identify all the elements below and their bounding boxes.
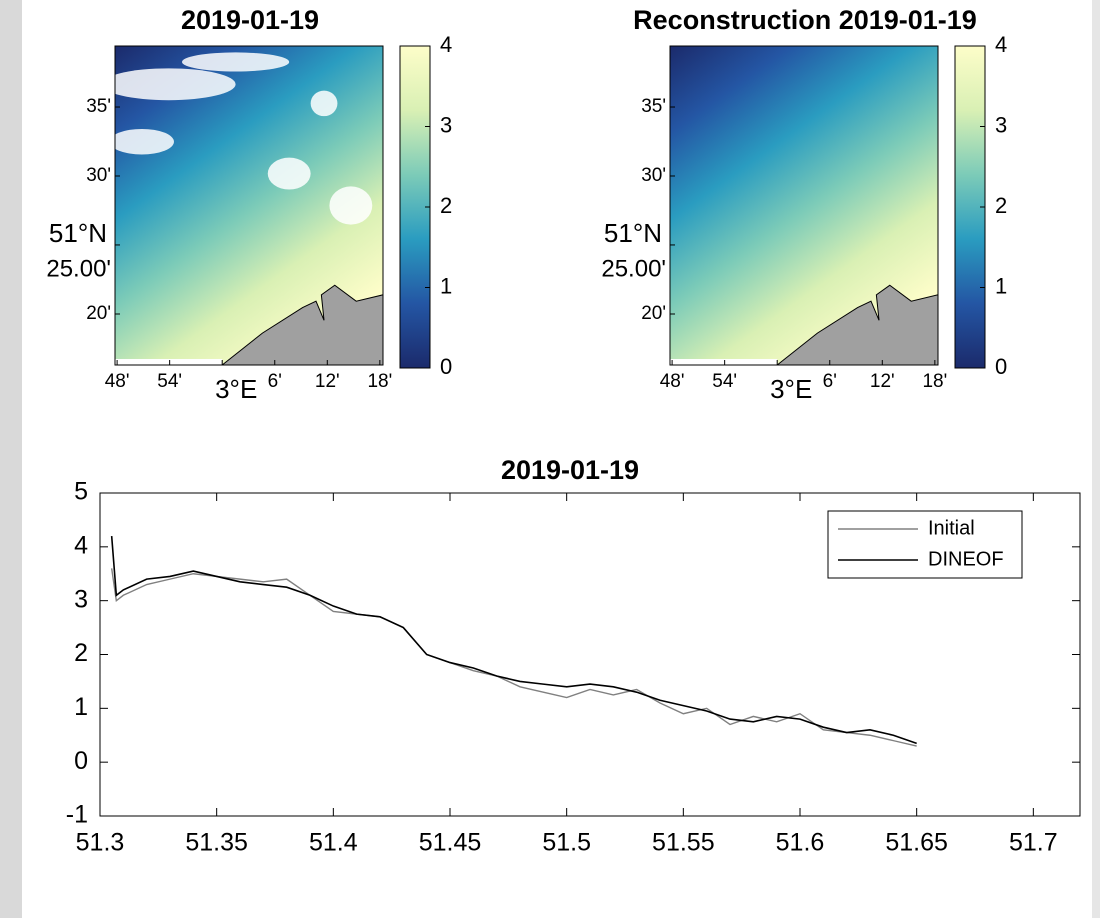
y-tick-label: 30': [641, 165, 666, 186]
lat-label: 51°N: [49, 218, 107, 248]
colorbar-tick-label: 1: [995, 273, 1007, 298]
map-frame: [669, 45, 939, 366]
cloud-gap: [109, 128, 174, 155]
x-tick-label: 54': [712, 371, 737, 392]
cloud-gap: [101, 68, 236, 101]
x-tick-label: 51.7: [1009, 829, 1058, 857]
x-tick-label: 18': [922, 371, 947, 392]
x-tick-label: 48': [105, 371, 130, 392]
colorbar-tick-label: 2: [440, 193, 452, 218]
lat-label: 51°N: [604, 218, 662, 248]
y-tick-label: 0: [74, 747, 88, 775]
x-tick-label: 51.45: [419, 829, 482, 857]
x-tick-label: 51.5: [542, 829, 591, 857]
chart-title: 2019-01-19: [501, 455, 639, 485]
cloud-gap: [329, 186, 373, 225]
no-data-strip: [670, 359, 778, 365]
series-line: [110, 536, 917, 745]
x-tick-label: 51.3: [76, 829, 125, 857]
legend-label: DINEOF: [928, 548, 1004, 570]
colorbar-tick-label: 0: [995, 354, 1007, 379]
y-tick-label: 20': [641, 303, 666, 324]
legend-label: Initial: [928, 517, 975, 539]
map-frame: [114, 45, 384, 366]
x-tick-label: 12': [870, 371, 895, 392]
x-tick-label: 51.6: [776, 829, 825, 857]
x-tick-label: 12': [315, 371, 340, 392]
colorbar-tick-label: 3: [440, 112, 452, 137]
map-title: Reconstruction 2019-01-19: [633, 5, 977, 35]
y-tick-label: 4: [74, 531, 88, 559]
colorbar-tick-label: 4: [995, 32, 1007, 57]
y-tick-label: 2: [74, 639, 88, 667]
colorbar-tick-label: 0: [440, 354, 452, 379]
colorbar-tick-label: 4: [440, 32, 452, 57]
y-tick-label: 3: [74, 585, 88, 613]
cloud-gap: [310, 90, 338, 117]
x-tick-label: 51.4: [309, 829, 358, 857]
y-tick-label: 5: [74, 478, 88, 506]
x-tick-label: 54': [157, 371, 182, 392]
right-frame: [1092, 0, 1100, 918]
y-tick-label: 25.00': [46, 255, 111, 282]
x-tick-label: 6': [823, 371, 837, 392]
y-tick-label: 25.00': [601, 255, 666, 282]
colorbar-tick-label: 2: [995, 193, 1007, 218]
x-tick-label: 3°E: [770, 374, 812, 404]
x-tick-label: 18': [367, 371, 392, 392]
map-title: 2019-01-19: [181, 5, 319, 35]
x-tick-label: 51.35: [185, 829, 248, 857]
y-tick-label: 20': [86, 303, 111, 324]
y-tick-label: 1: [74, 693, 88, 721]
no-data-strip: [115, 359, 223, 365]
colorbar-tick-label: 1: [440, 273, 452, 298]
y-tick-label: 35': [641, 96, 666, 117]
x-tick-label: 48': [660, 371, 685, 392]
colorbar-tick-label: 3: [995, 112, 1007, 137]
y-tick-label: 30': [86, 165, 111, 186]
y-tick-label: -1: [66, 801, 88, 829]
left-frame: [0, 0, 22, 918]
legend-box: [827, 510, 1023, 579]
y-tick-label: 35': [86, 96, 111, 117]
x-tick-label: 51.55: [652, 829, 715, 857]
cloud-gap: [182, 52, 290, 72]
x-tick-label: 6': [268, 371, 282, 392]
cloud-gap: [267, 157, 311, 190]
x-tick-label: 51.65: [885, 829, 948, 857]
x-tick-label: 3°E: [215, 374, 257, 404]
